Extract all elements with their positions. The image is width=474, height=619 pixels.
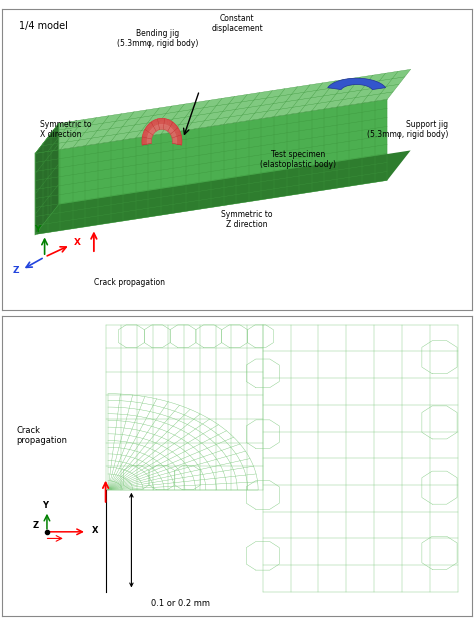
Text: 0.1 or 0.2 mm: 0.1 or 0.2 mm (151, 599, 210, 608)
Text: Bending jig
(5.3mmφ, rigid body): Bending jig (5.3mmφ, rigid body) (117, 29, 198, 48)
Text: Y: Y (34, 225, 41, 233)
Text: Z: Z (13, 266, 19, 275)
Text: Crack propagation: Crack propagation (93, 278, 164, 287)
Polygon shape (35, 123, 59, 235)
Polygon shape (35, 69, 410, 154)
Text: Crack
propagation: Crack propagation (17, 426, 67, 446)
Text: Z: Z (32, 521, 38, 530)
Polygon shape (35, 100, 387, 235)
Text: Support jig
(5.3mmφ, rigid body): Support jig (5.3mmφ, rigid body) (367, 119, 448, 139)
Text: Symmetric to
Z direction: Symmetric to Z direction (220, 210, 272, 229)
Text: Test specimen
(elastoplastic body): Test specimen (elastoplastic body) (260, 150, 336, 169)
Text: Y: Y (42, 501, 47, 510)
Text: Symmetric to
X direction: Symmetric to X direction (40, 119, 91, 139)
Text: 1/4 model: 1/4 model (19, 21, 68, 32)
Polygon shape (328, 78, 386, 90)
Text: Constant
displacement: Constant displacement (211, 14, 263, 33)
Polygon shape (35, 150, 410, 235)
Text: X: X (73, 238, 81, 247)
Text: X: X (91, 526, 98, 535)
Polygon shape (142, 118, 182, 145)
